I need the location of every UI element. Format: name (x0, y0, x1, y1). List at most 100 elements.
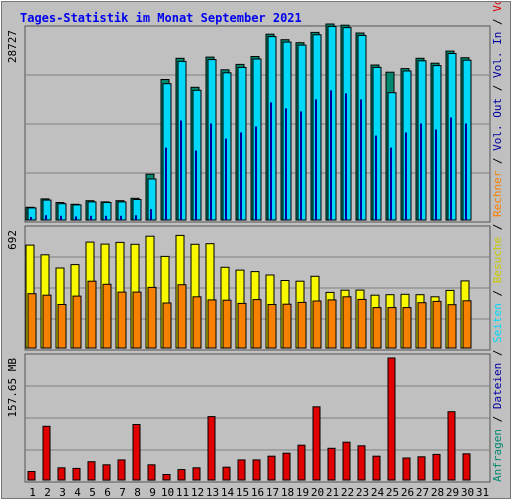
x-tick-day-13: 13 (206, 486, 219, 499)
bar-rechner-day-20 (312, 300, 322, 349)
x-tick-day-2: 2 (44, 486, 51, 499)
x-tick-day-24: 24 (371, 486, 385, 499)
x-tick-day-9: 9 (149, 486, 156, 499)
bar-seiten-day-2 (45, 215, 47, 220)
bar-seiten-day-17 (270, 102, 272, 220)
bar-rechner-day-24 (372, 307, 382, 349)
bar-volumen-day-14 (222, 466, 231, 481)
bar-volumen-day-20 (312, 406, 321, 481)
bar-seiten-day-18 (285, 108, 287, 220)
legend-separator: / (491, 217, 504, 237)
bar-rechner-day-2 (42, 294, 52, 349)
bar-volumen-day-23 (357, 445, 366, 481)
bar-seiten-day-13 (210, 123, 212, 220)
bar-volumen-day-19 (297, 444, 306, 481)
bar-volumen-day-11 (177, 469, 186, 481)
bar-seiten-day-21 (330, 90, 332, 220)
x-tick-day-16: 16 (251, 486, 264, 499)
legend-item-dateien: Dateien (491, 363, 504, 409)
legend-separator: / (491, 409, 504, 429)
bar-volumen-day-8 (132, 424, 141, 481)
bar-rechner-day-17 (267, 304, 277, 349)
bar-volumen-day-29 (447, 411, 456, 481)
legend-separator: / (491, 283, 504, 303)
bar-volumen-day-3 (57, 467, 66, 481)
bar-seiten-day-5 (90, 215, 92, 220)
x-tick-day-17: 17 (266, 486, 279, 499)
panel-bottom (24, 353, 491, 483)
bar-volumen-day-4 (72, 467, 81, 481)
x-tick-day-7: 7 (119, 486, 126, 499)
bar-volumen-day-30 (462, 453, 471, 481)
bar-volumen-day-7 (117, 459, 126, 481)
bar-rechner-day-5 (87, 280, 97, 349)
bar-seiten-day-3 (60, 215, 62, 220)
bar-seiten-day-30 (465, 123, 467, 220)
x-tick-day-22: 22 (341, 486, 354, 499)
bar-rechner-day-9 (147, 286, 157, 349)
bar-rechner-day-23 (357, 298, 367, 349)
bar-volumen-day-13 (207, 416, 216, 481)
legend-separator: / (491, 12, 504, 32)
x-tick-day-12: 12 (191, 486, 204, 499)
bar-seiten-day-29 (450, 117, 452, 220)
bar-seiten-day-20 (315, 99, 317, 220)
bar-rechner-day-6 (102, 283, 112, 349)
bar-seiten-day-14 (225, 138, 227, 220)
chart-title: Tages-Statistik im Monat September 2021 (20, 11, 302, 25)
x-tick-day-25: 25 (386, 486, 399, 499)
bar-rechner-day-27 (417, 302, 427, 349)
bar-seiten-day-10 (165, 147, 167, 220)
bar-rechner-day-19 (297, 301, 307, 349)
bar-volumen-day-18 (282, 452, 291, 481)
bar-volumen-day-10 (162, 474, 171, 481)
bar-seiten-day-19 (300, 111, 302, 220)
legend-item-vol-out: Vol. Out (491, 98, 504, 151)
bar-seiten-day-7 (120, 215, 122, 220)
bar-rechner-day-15 (237, 302, 247, 349)
bar-seiten-day-24 (375, 135, 377, 220)
panel-middle-max-label: 692 (6, 230, 19, 250)
legend-separator: / (491, 78, 504, 98)
bar-seiten-day-1 (30, 217, 32, 220)
legend-item-anfragen: Anfragen (491, 429, 504, 482)
bar-rechner-day-14 (222, 299, 232, 349)
bar-rechner-day-30 (462, 300, 472, 349)
x-tick-day-1: 1 (29, 486, 36, 499)
bar-seiten-day-9 (150, 209, 152, 220)
bar-rechner-day-8 (132, 291, 142, 349)
x-tick-day-20: 20 (311, 486, 324, 499)
x-tick-day-11: 11 (176, 486, 189, 499)
bar-volumen-day-15 (237, 459, 246, 481)
bar-volumen-day-21 (327, 447, 336, 481)
bar-seiten-day-22 (345, 93, 347, 220)
x-tick-day-26: 26 (401, 486, 414, 499)
x-tick-day-21: 21 (326, 486, 339, 499)
x-tick-day-19: 19 (296, 486, 309, 499)
bar-seiten-day-25 (390, 147, 392, 220)
chart-panels (24, 23, 491, 483)
bar-volumen-day-26 (402, 457, 411, 481)
legend-item-vol-in: Vol. In (491, 32, 504, 78)
legend-item-rechner: Rechner (491, 170, 504, 217)
x-tick-day-4: 4 (74, 486, 81, 499)
bar-rechner-day-29 (447, 304, 457, 349)
bar-rechner-day-28 (432, 300, 442, 349)
bar-volumen-day-27 (417, 456, 426, 481)
x-tick-day-18: 18 (281, 486, 294, 499)
panel-bottom-max-label: 157.65 MB (6, 358, 19, 418)
bar-volumen-day-28 (432, 453, 441, 481)
x-tick-day-15: 15 (236, 486, 249, 499)
bar-volumen-day-16 (252, 459, 261, 481)
bar-rechner-day-18 (282, 303, 292, 349)
bar-seiten-day-11 (180, 120, 182, 220)
legend-item-besuche: Besuche (491, 237, 504, 283)
bar-seiten-day-8 (135, 215, 137, 220)
bar-volumen-day-5 (87, 461, 96, 481)
legend-item-seiten: Seiten (491, 303, 504, 343)
x-tick-day-28: 28 (431, 486, 444, 499)
bar-rechner-day-11 (177, 284, 187, 349)
bar-volumen-day-6 (102, 464, 111, 481)
y-axis-max-labels: 28727 692 157.65 MB (6, 30, 19, 418)
